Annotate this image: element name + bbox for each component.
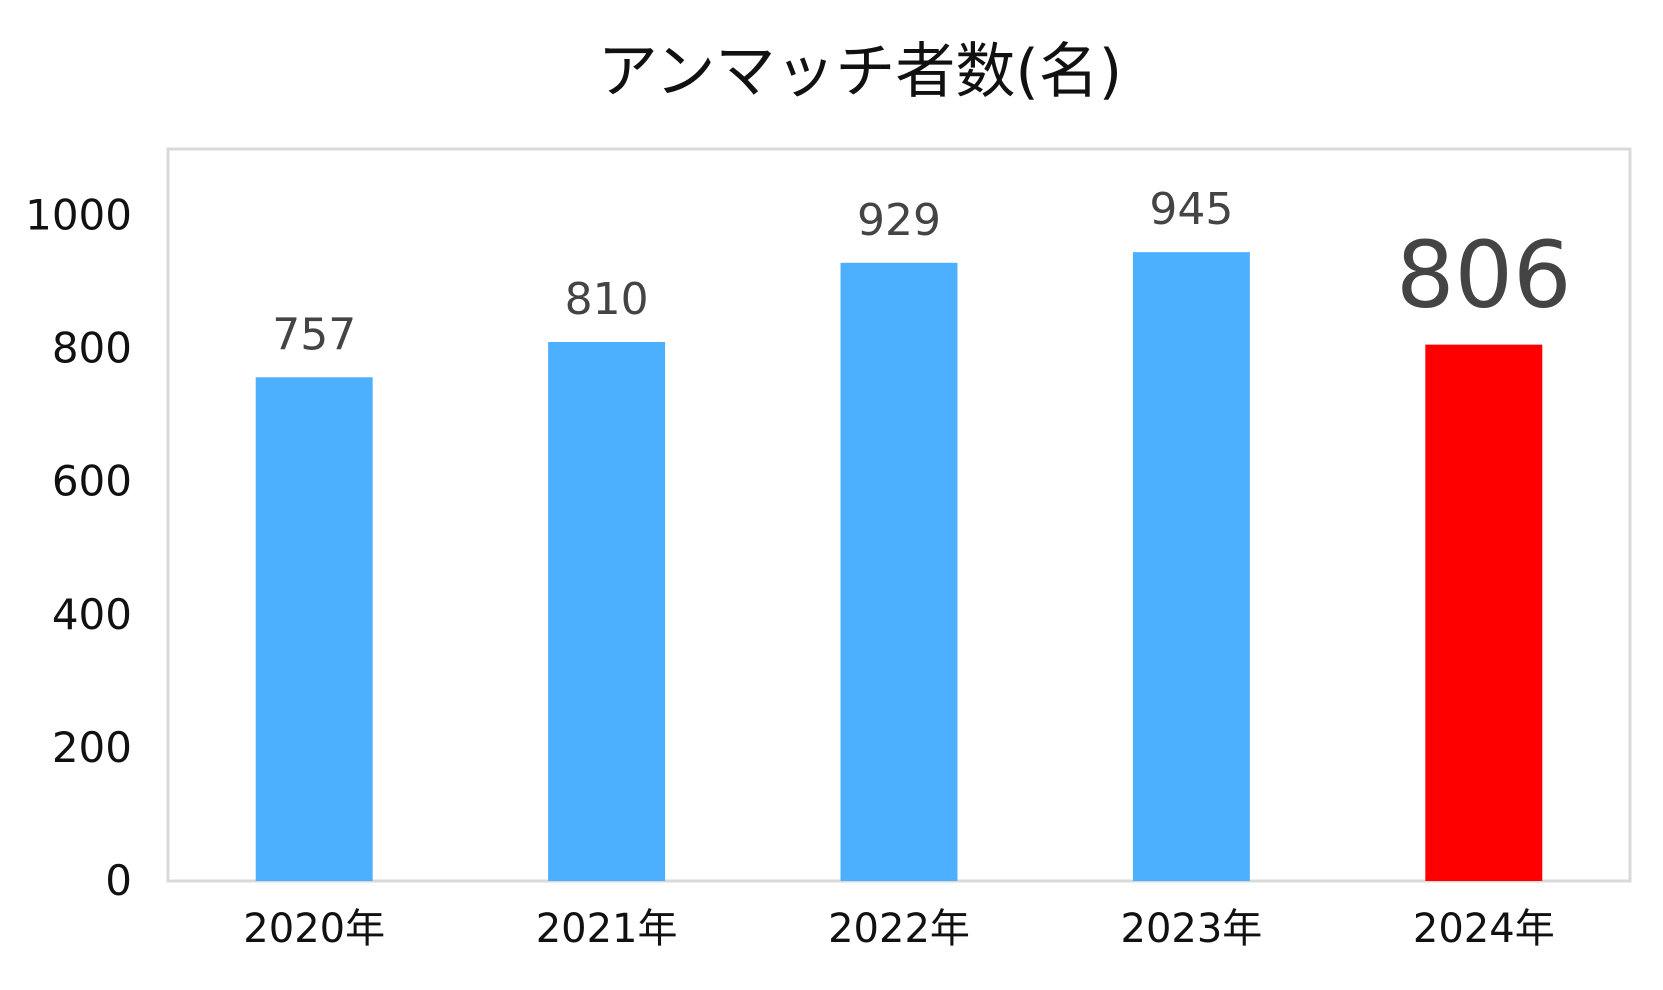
y-tick-label: 800 xyxy=(52,324,132,373)
bars xyxy=(255,252,1543,882)
x-tick-label: 2021年 xyxy=(536,906,678,952)
chart-title: アンマッチ者数(名) xyxy=(598,37,1122,107)
data-label: 810 xyxy=(565,274,649,325)
x-tick-label: 2023年 xyxy=(1121,906,1263,952)
y-tick-label: 200 xyxy=(52,723,132,772)
y-tick-label: 400 xyxy=(52,590,132,639)
y-tick-label: 600 xyxy=(52,457,132,506)
y-tick-label: 0 xyxy=(105,856,132,905)
x-tick-label: 2022年 xyxy=(828,906,970,952)
data-label: 806 xyxy=(1396,222,1572,329)
bar-2021年 xyxy=(548,341,666,881)
bar-2024年 xyxy=(1425,344,1543,881)
x-tick-label: 2024年 xyxy=(1413,906,1555,952)
bar-2023年 xyxy=(1132,252,1250,882)
data-label: 757 xyxy=(272,309,356,360)
data-labels: 757 810 929 945 806 xyxy=(272,184,1571,360)
data-label: 945 xyxy=(1149,184,1233,235)
y-axis: 0 200 400 600 800 1000 xyxy=(25,191,132,905)
y-tick-label: 1000 xyxy=(25,191,132,240)
data-label: 929 xyxy=(857,195,941,246)
bar-2020年 xyxy=(255,377,373,881)
x-tick-label: 2020年 xyxy=(243,906,385,952)
x-axis: 2020年 2021年 2022年 2023年 2024年 xyxy=(243,906,1554,952)
bar-2022年 xyxy=(840,262,958,881)
